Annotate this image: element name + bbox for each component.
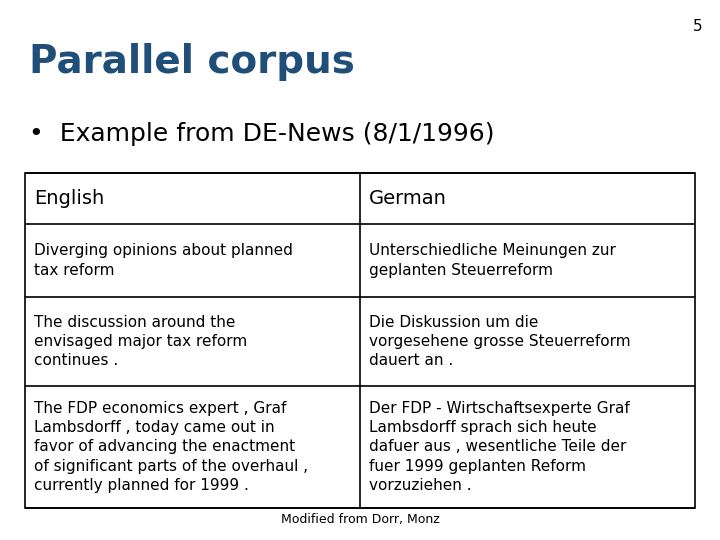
Text: Parallel corpus: Parallel corpus bbox=[29, 43, 355, 81]
Text: The discussion around the
envisaged major tax reform
continues .: The discussion around the envisaged majo… bbox=[34, 315, 247, 368]
Text: Diverging opinions about planned
tax reform: Diverging opinions about planned tax ref… bbox=[34, 244, 293, 278]
Text: German: German bbox=[369, 189, 446, 208]
Text: The FDP economics expert , Graf
Lambsdorff , today came out in
favor of advancin: The FDP economics expert , Graf Lambsdor… bbox=[34, 401, 308, 492]
Text: English: English bbox=[34, 189, 104, 208]
Text: 5: 5 bbox=[693, 19, 702, 34]
Text: Die Diskussion um die
vorgesehene grosse Steuerreform
dauert an .: Die Diskussion um die vorgesehene grosse… bbox=[369, 315, 630, 368]
Text: Der FDP - Wirtschaftsexperte Graf
Lambsdorff sprach sich heute
dafuer aus , wese: Der FDP - Wirtschaftsexperte Graf Lambsd… bbox=[369, 401, 629, 492]
Text: •  Example from DE-News (8/1/1996): • Example from DE-News (8/1/1996) bbox=[29, 122, 495, 145]
Text: Unterschiedliche Meinungen zur
geplanten Steuerreform: Unterschiedliche Meinungen zur geplanten… bbox=[369, 244, 616, 278]
Bar bbox=[25, 173, 695, 508]
Text: Modified from Dorr, Monz: Modified from Dorr, Monz bbox=[281, 514, 439, 526]
